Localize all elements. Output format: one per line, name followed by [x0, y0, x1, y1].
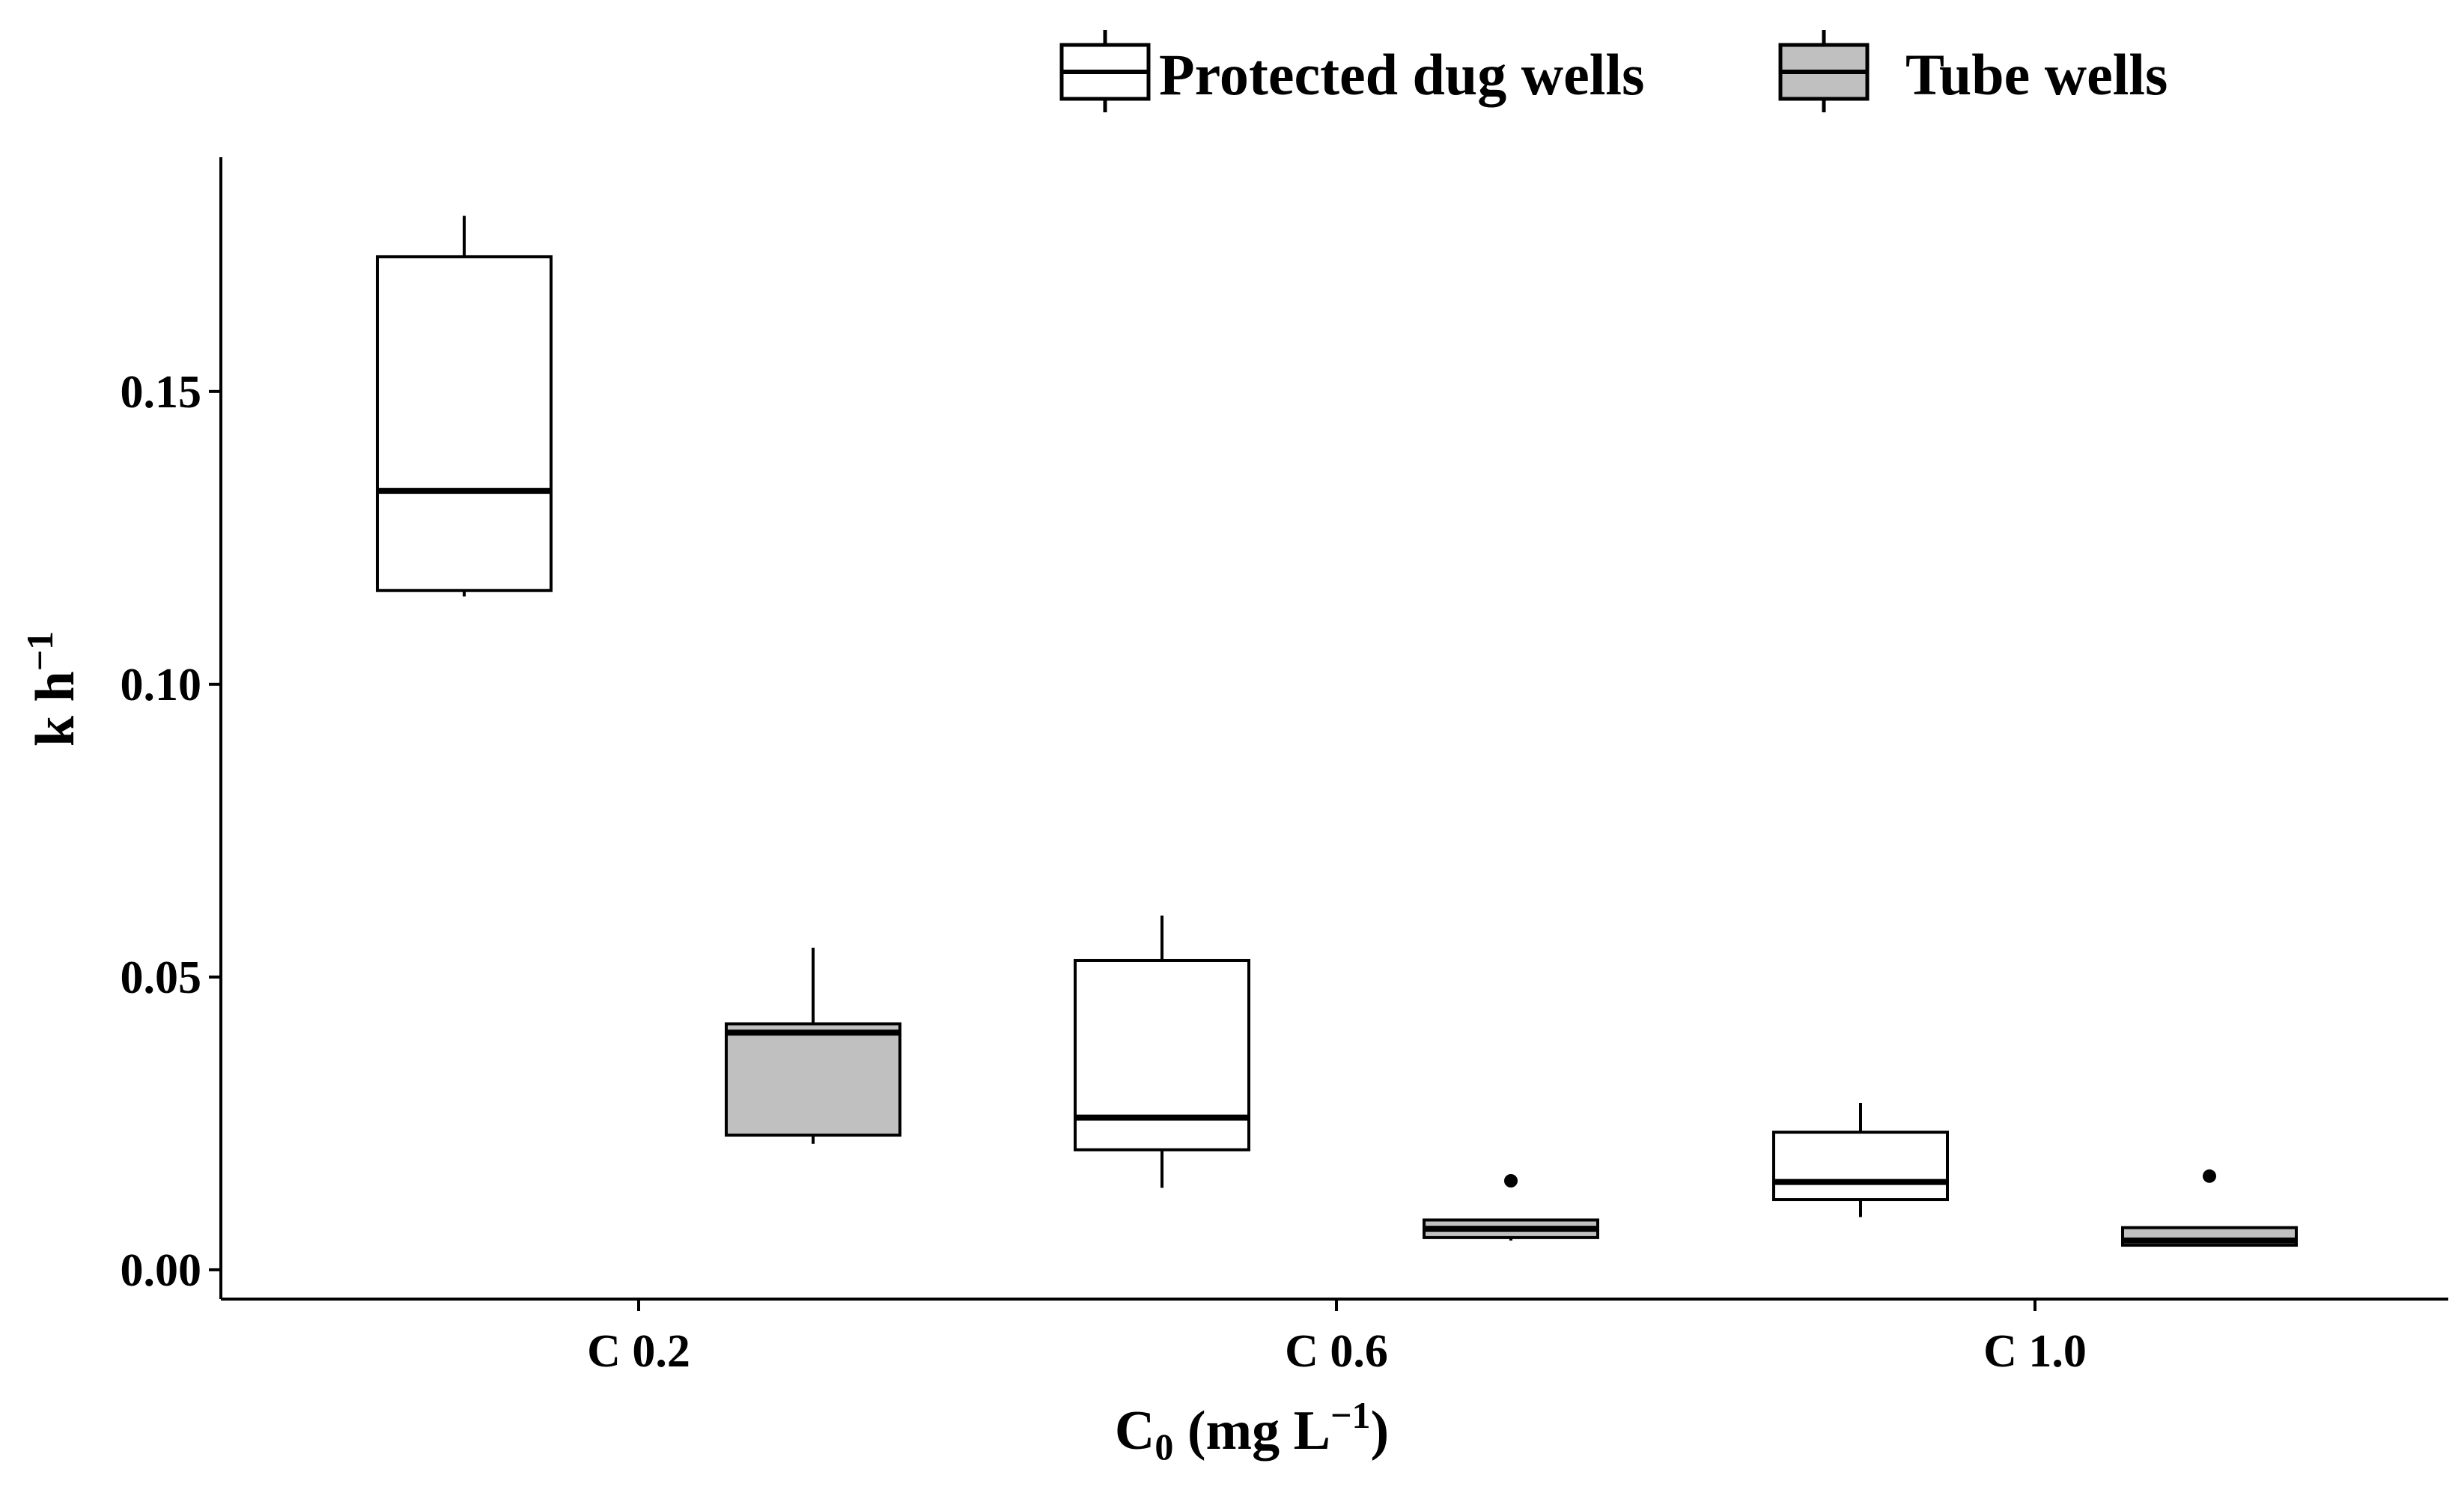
legend-label: Protected dug wells: [1159, 42, 1644, 107]
legend-item-dug: Protected dug wells: [1059, 30, 1644, 112]
box-tube-0: [725, 947, 901, 1144]
y-tick-label: 0.00: [121, 1245, 202, 1296]
y-tick-label: 0.15: [121, 367, 202, 418]
outlier-point: [2203, 1169, 2216, 1183]
box-iqr: [1074, 958, 1250, 1152]
y-tick-label: 0.05: [121, 952, 202, 1003]
legend: Protected dug wells Tube wells: [1059, 30, 2168, 112]
box-dug-0: [376, 216, 553, 597]
legend-item-tube: Tube wells: [1778, 30, 2168, 112]
box-tube-1: [1423, 1174, 1599, 1241]
box-iqr: [725, 1022, 901, 1137]
outlier-point: [1504, 1174, 1518, 1188]
box-tube-2: [2121, 1169, 2298, 1247]
boxes: [376, 216, 2298, 1247]
x-axis-title: C0 (mg L−1): [1115, 1394, 1389, 1468]
x-tick-label: C 0.2: [587, 1326, 690, 1377]
legend-label: Tube wells: [1905, 42, 2168, 107]
box-dug-2: [1772, 1103, 1949, 1217]
box-dug-1: [1074, 915, 1250, 1188]
box-iqr: [376, 255, 553, 592]
y-axis-title: k h−1: [19, 631, 86, 746]
x-tick-label: C 1.0: [1983, 1326, 2087, 1377]
box-iqr: [1772, 1131, 1949, 1202]
y-tick-label: 0.10: [121, 660, 202, 711]
axes: 0.00 0.05 0.10 0.15 C 0.2 C 0.6 C 1.0: [121, 157, 2448, 1377]
x-tick-label: C 0.6: [1285, 1326, 1388, 1377]
